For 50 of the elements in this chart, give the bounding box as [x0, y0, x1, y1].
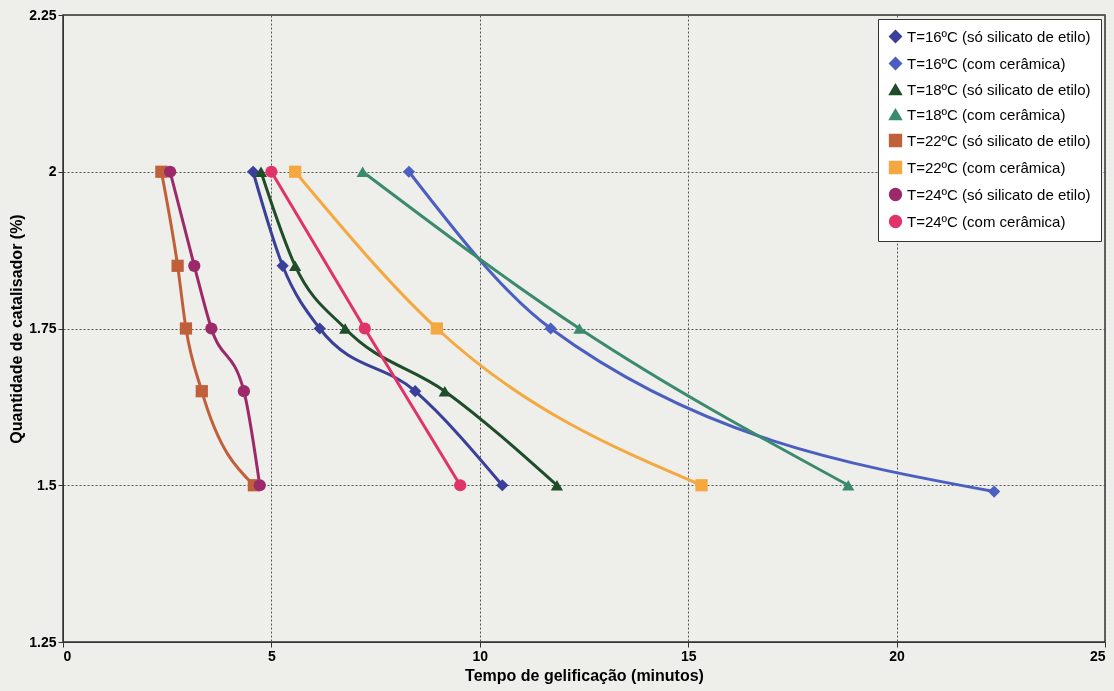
point — [254, 166, 268, 178]
point — [496, 479, 509, 492]
point — [402, 165, 416, 178]
x-tick-label: 10 — [472, 647, 489, 664]
legend-label: T=18ºC (com cerâmica) — [907, 105, 1066, 123]
x-axis-title: Tempo de gelificação (minutos) — [465, 666, 704, 684]
point — [544, 322, 557, 335]
point — [237, 385, 251, 398]
legend-label: T=16ºC (só silicato de etilo) — [907, 27, 1091, 45]
x-tick-label: 20 — [889, 647, 906, 664]
point — [842, 479, 855, 491]
point — [188, 259, 201, 272]
point — [409, 385, 422, 398]
point — [289, 260, 302, 272]
point — [550, 479, 564, 491]
point — [265, 165, 278, 178]
point — [163, 165, 177, 178]
point — [988, 485, 1001, 498]
y-tick-label: 2.25 — [29, 6, 57, 23]
x-tick-label: 5 — [268, 647, 276, 664]
legend-label: T=24ºC (com cerâmica) — [907, 212, 1066, 230]
point — [171, 259, 184, 272]
point — [253, 479, 266, 492]
y-tick-label: 1.75 — [29, 320, 57, 336]
point — [205, 322, 218, 335]
x-tick-label: 25 — [1089, 647, 1106, 664]
point — [179, 322, 193, 335]
x-tick-label: 0 — [63, 647, 72, 664]
point — [276, 259, 289, 272]
legend-label: T=18ºC (só silicato de etilo) — [907, 80, 1091, 98]
point — [246, 165, 260, 178]
x-tick-label: 15 — [680, 647, 697, 664]
point — [313, 322, 326, 335]
point — [339, 323, 352, 334]
legend-label: T=24ºC (só silicato de etilo) — [907, 185, 1091, 203]
point — [573, 323, 586, 334]
legend-label: T=22ºC (com cerâmica) — [907, 158, 1066, 176]
point — [358, 322, 371, 335]
legend-label: T=16ºC (com cerâmica) — [907, 54, 1066, 72]
point — [289, 165, 302, 178]
point — [438, 385, 451, 397]
point — [430, 322, 443, 335]
y-tick-label: 1.5 — [37, 476, 57, 493]
point — [195, 385, 208, 398]
y-tick-label: 2 — [48, 163, 57, 180]
point — [695, 479, 708, 492]
point — [454, 479, 467, 492]
y-axis-title: Quantidade de catalisador (%) — [8, 214, 26, 444]
legend-label: T=22ºC (só silicato de etilo) — [907, 131, 1091, 149]
y-tick-label: 1.25 — [29, 633, 57, 650]
